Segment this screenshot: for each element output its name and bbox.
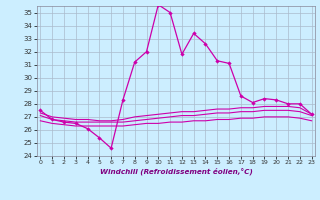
X-axis label: Windchill (Refroidissement éolien,°C): Windchill (Refroidissement éolien,°C) xyxy=(100,168,252,175)
